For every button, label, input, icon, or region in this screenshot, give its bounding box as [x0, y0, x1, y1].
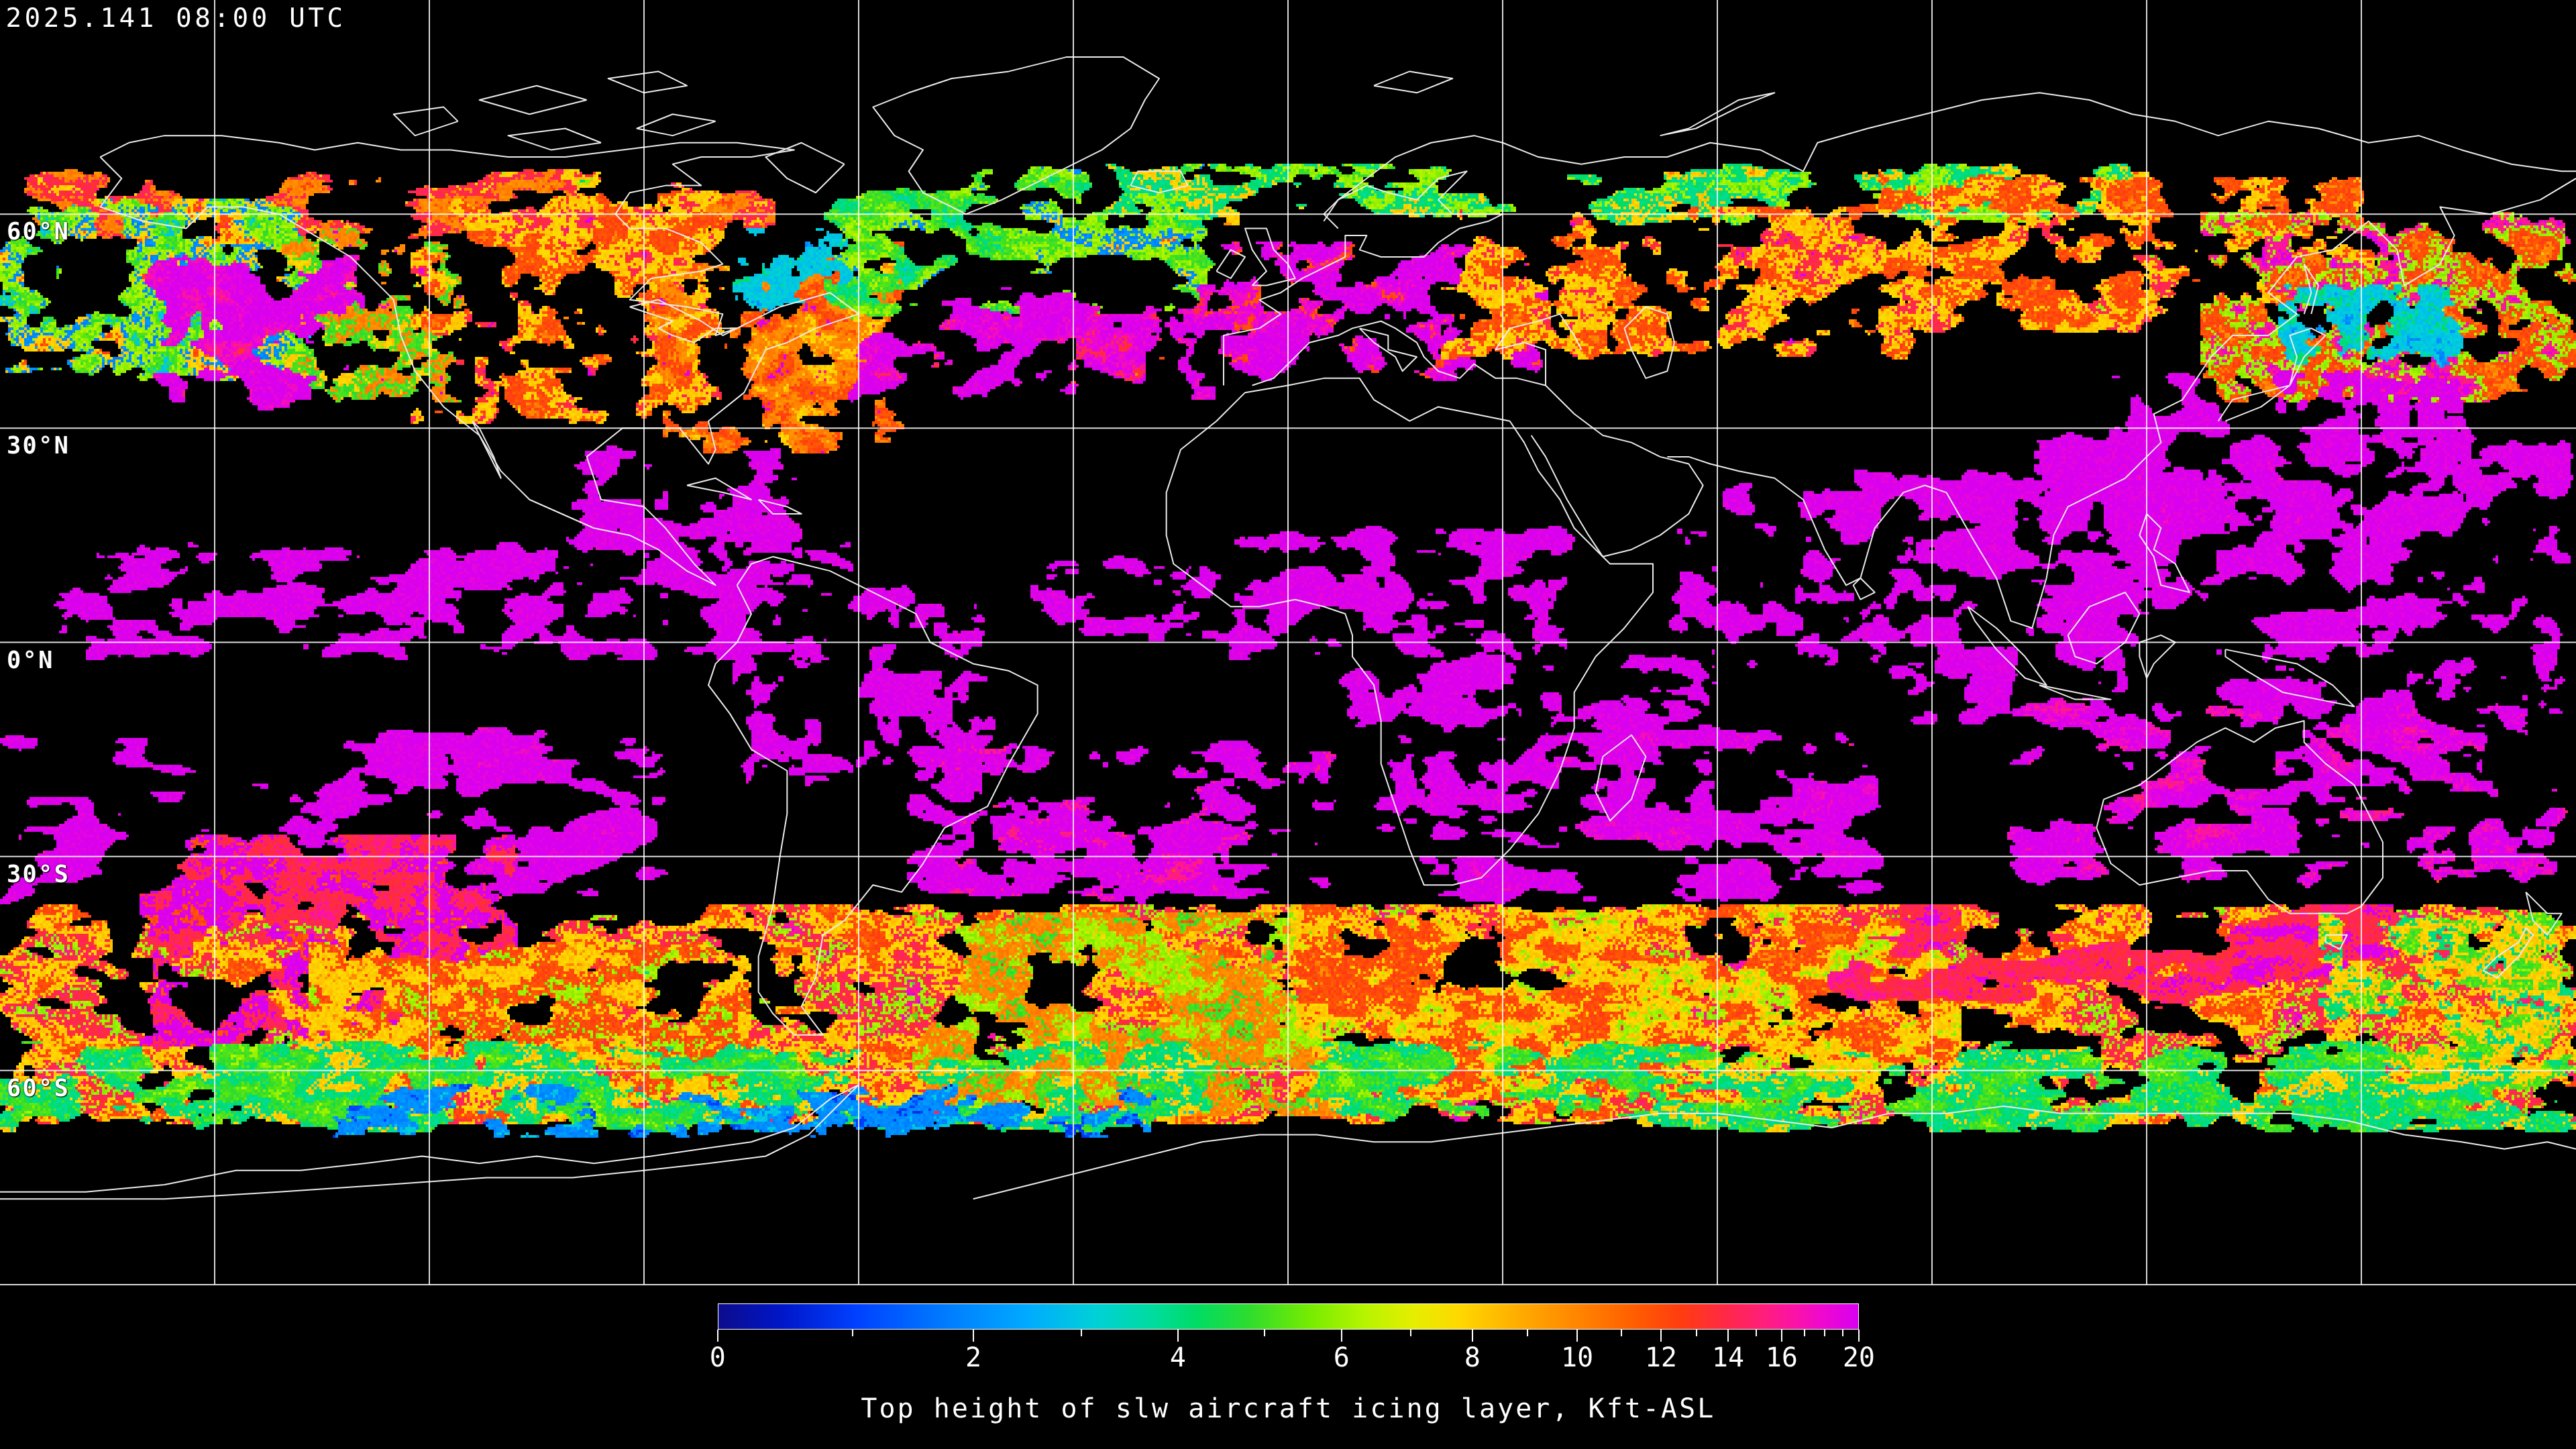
- colorbar-minor-tick: [852, 1330, 854, 1336]
- colorbar-gradient: [717, 1303, 1859, 1330]
- colorbar-minor-tick: [1823, 1330, 1825, 1336]
- colorbar-minor-tick: [1409, 1330, 1411, 1336]
- colorbar-major-tick: [1780, 1330, 1782, 1342]
- colorbar-major-tick: [1177, 1330, 1179, 1342]
- colorbar-minor-tick: [1263, 1330, 1265, 1336]
- colorbar-tick-label: 10: [1561, 1342, 1594, 1374]
- colorbar-tick-label: 2: [965, 1342, 982, 1374]
- colorbar-major-tick: [1727, 1330, 1729, 1342]
- colorbar-minor-tick: [1620, 1330, 1622, 1336]
- colorbar-minor-tick: [1756, 1330, 1758, 1336]
- latitude-label: 0°N: [6, 646, 54, 674]
- colorbar-minor-tick: [1841, 1330, 1843, 1336]
- colorbar-major-tick: [1858, 1330, 1860, 1342]
- colorbar-tick-label: 0: [709, 1342, 726, 1374]
- colorbar-tick-label: 4: [1169, 1342, 1186, 1374]
- colorbar-major-tick: [973, 1330, 975, 1342]
- colorbar-minor-tick: [1080, 1330, 1082, 1336]
- latitude-label: 30°N: [6, 432, 70, 460]
- colorbar-minor-tick: [1803, 1330, 1805, 1336]
- colorbar-tick-label: 12: [1644, 1342, 1677, 1374]
- colorbar-major-tick: [1471, 1330, 1473, 1342]
- latitude-label: 60°N: [6, 218, 70, 246]
- colorbar-tick-label: 8: [1464, 1342, 1481, 1374]
- colorbar-tick-label: 16: [1765, 1342, 1798, 1374]
- colorbar-major-tick: [1660, 1330, 1662, 1342]
- latitude-label: 60°S: [6, 1074, 70, 1102]
- colorbar-minor-tick: [1527, 1330, 1529, 1336]
- colorbar-title: Top height of slw aircraft icing layer, …: [861, 1393, 1716, 1424]
- colorbar-minor-tick: [1695, 1330, 1697, 1336]
- timestamp-label: 2025.141 08:00 UTC: [5, 3, 346, 34]
- colorbar: 0 2 4 6 8 10 12 14 16 20 Top height of slw aircra…: [710, 1303, 1875, 1424]
- colorbar-major-tick: [1576, 1330, 1578, 1342]
- colorbar-tick-label: 20: [1842, 1342, 1875, 1374]
- colorbar-tick-label: 14: [1711, 1342, 1745, 1374]
- latitude-label: 30°S: [6, 860, 70, 888]
- colorbar-tick-label: 6: [1333, 1342, 1350, 1374]
- colorbar-major-tick: [716, 1330, 718, 1342]
- colorbar-major-tick: [1340, 1330, 1342, 1342]
